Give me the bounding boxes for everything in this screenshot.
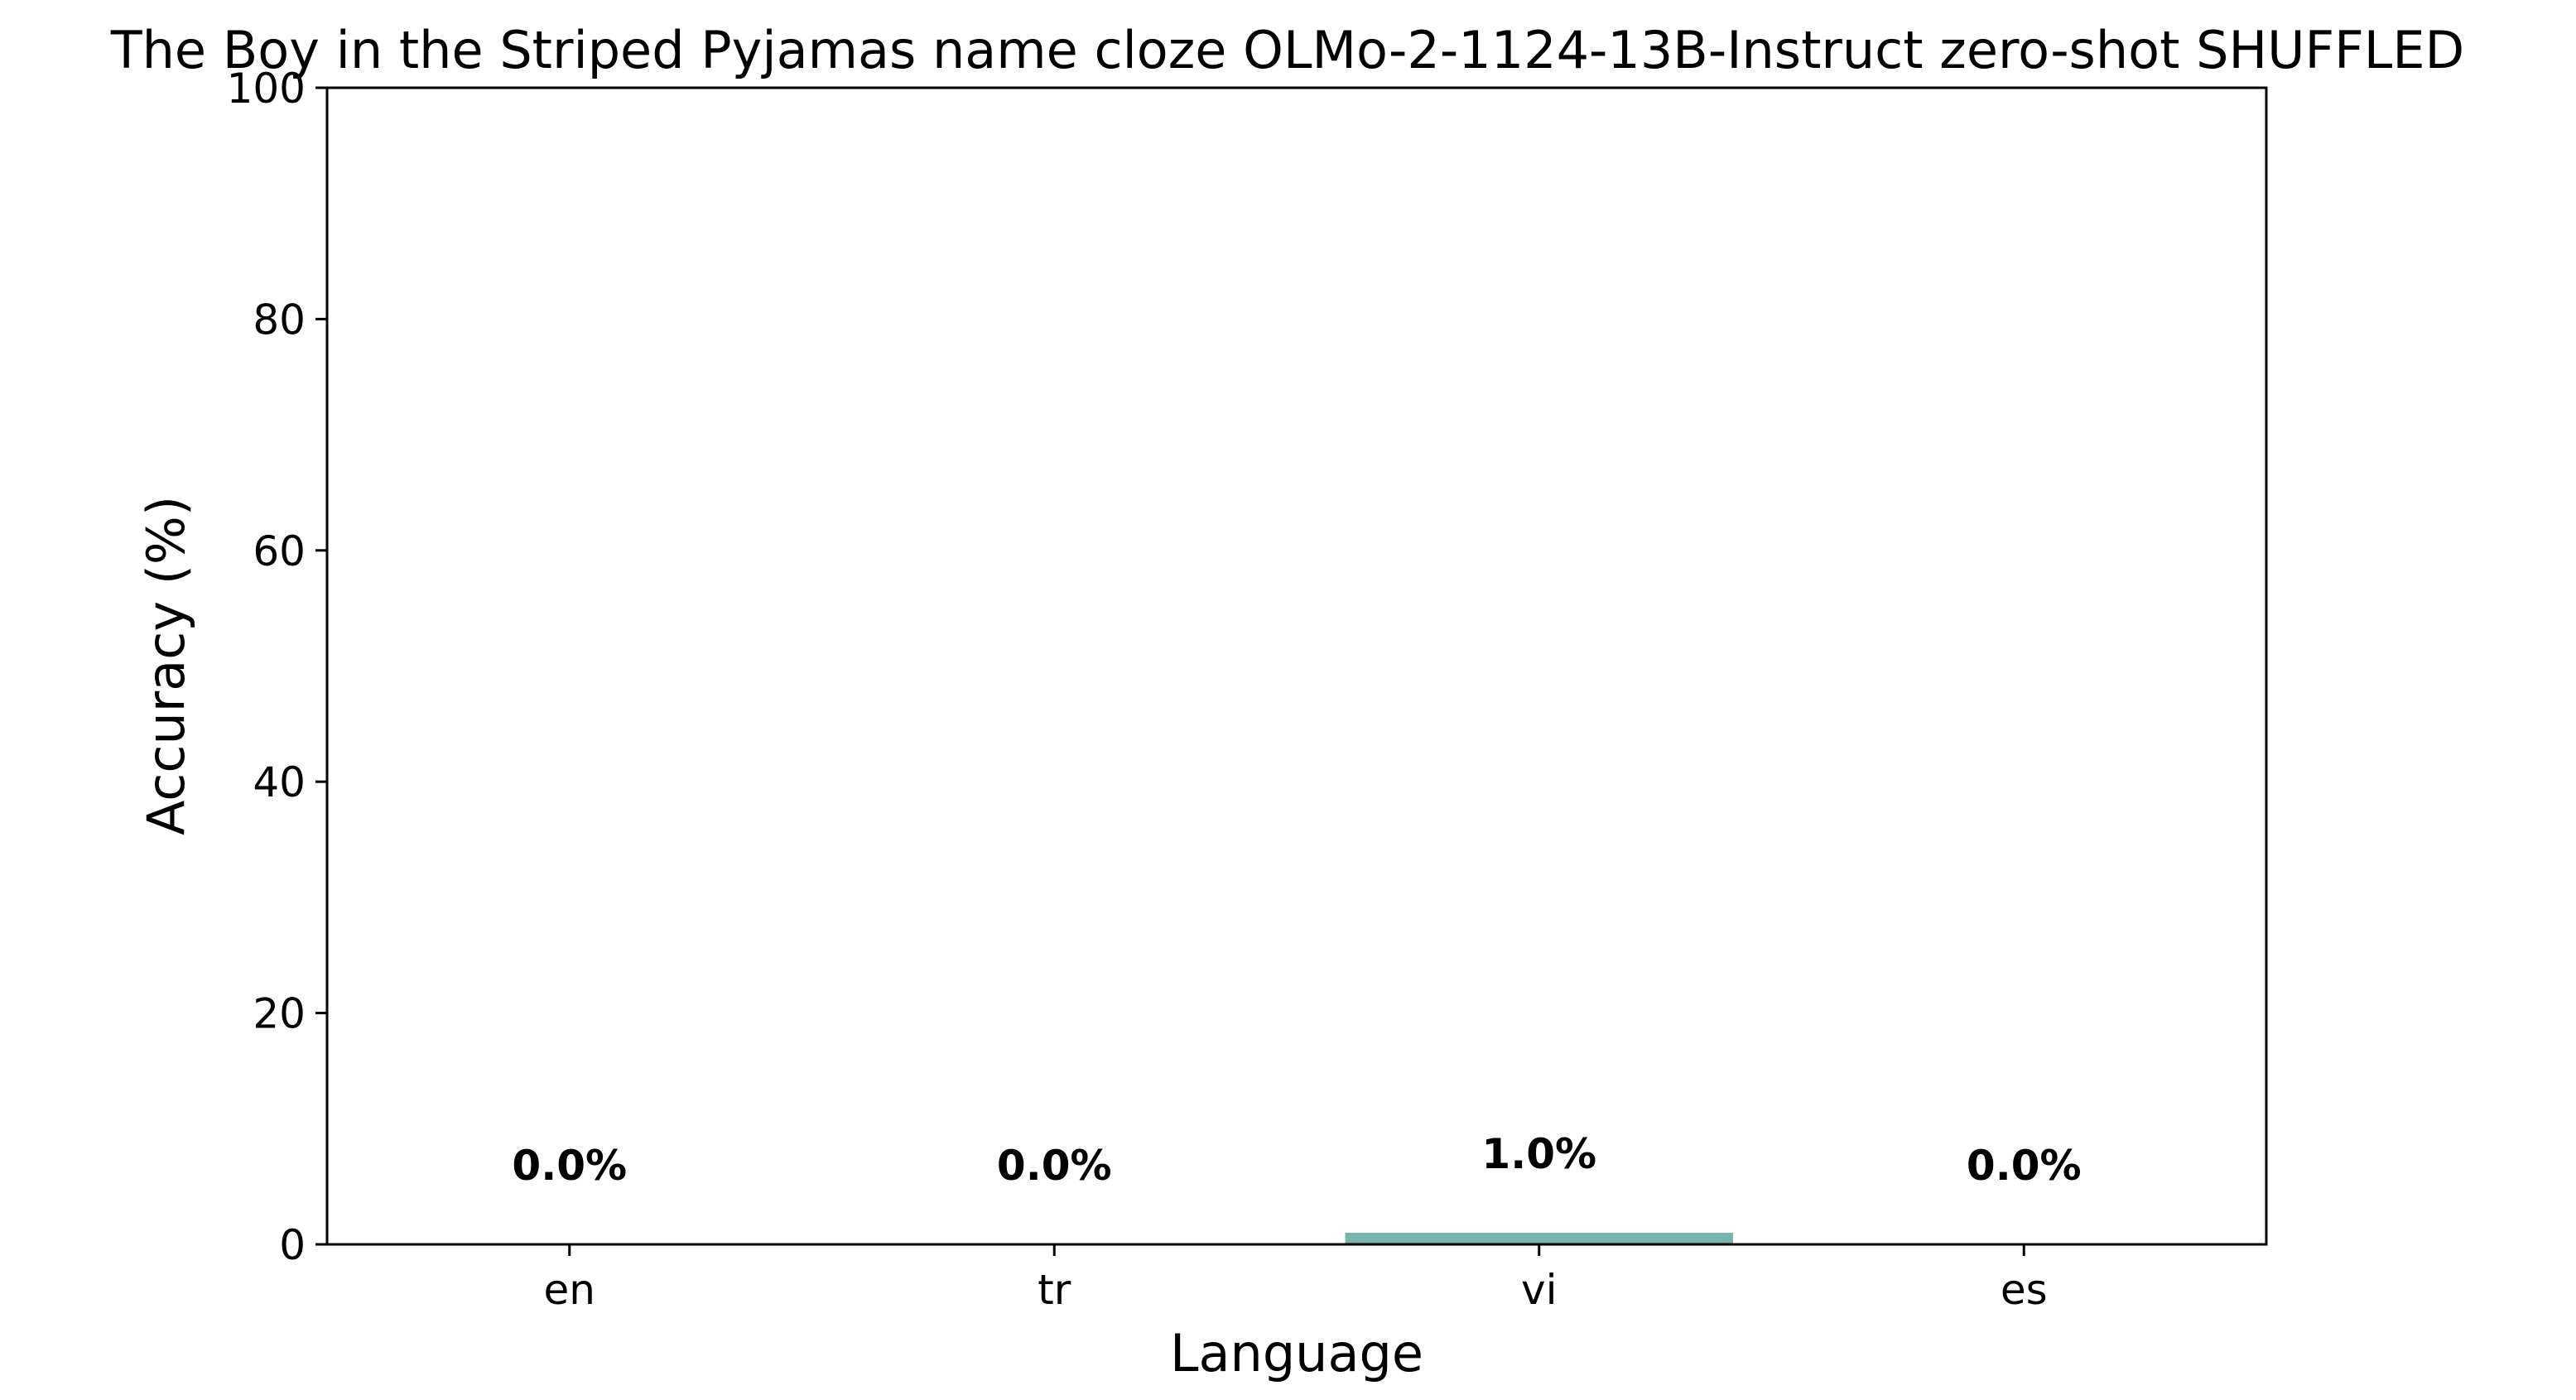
data-label-tr: 0.0% bbox=[997, 1142, 1112, 1190]
y-tick-label-0: 0 bbox=[279, 1221, 306, 1269]
y-tick-label-80: 80 bbox=[253, 296, 306, 344]
x-tick-label-es: es bbox=[2001, 1266, 2048, 1314]
x-tick-label-tr: tr bbox=[1038, 1266, 1071, 1314]
plot-frame bbox=[325, 86, 2268, 1246]
chart-title: The Boy in the Striped Pyjamas name cloz… bbox=[110, 20, 2465, 80]
plot-area: 0.0% 0.0% 1.0% 0.0% bbox=[512, 1130, 2082, 1244]
y-tick-label-100: 100 bbox=[227, 65, 306, 113]
x-tick-label-en: en bbox=[544, 1266, 595, 1314]
data-label-es: 0.0% bbox=[1967, 1142, 2082, 1190]
bar-vi bbox=[1345, 1233, 1733, 1244]
y-tick-label-40: 40 bbox=[253, 758, 306, 806]
y-tick-label-60: 60 bbox=[253, 527, 306, 575]
y-axis-label: Accuracy (%) bbox=[136, 496, 196, 835]
y-tick-label-20: 20 bbox=[253, 990, 306, 1038]
y-axis: 0 20 40 60 80 100 bbox=[227, 65, 327, 1269]
x-axis: en tr vi es bbox=[544, 1244, 2048, 1314]
data-label-en: 0.0% bbox=[512, 1142, 627, 1190]
x-axis-label: Language bbox=[1170, 1323, 1423, 1383]
x-tick-label-vi: vi bbox=[1521, 1266, 1557, 1314]
data-label-vi: 1.0% bbox=[1481, 1130, 1596, 1178]
